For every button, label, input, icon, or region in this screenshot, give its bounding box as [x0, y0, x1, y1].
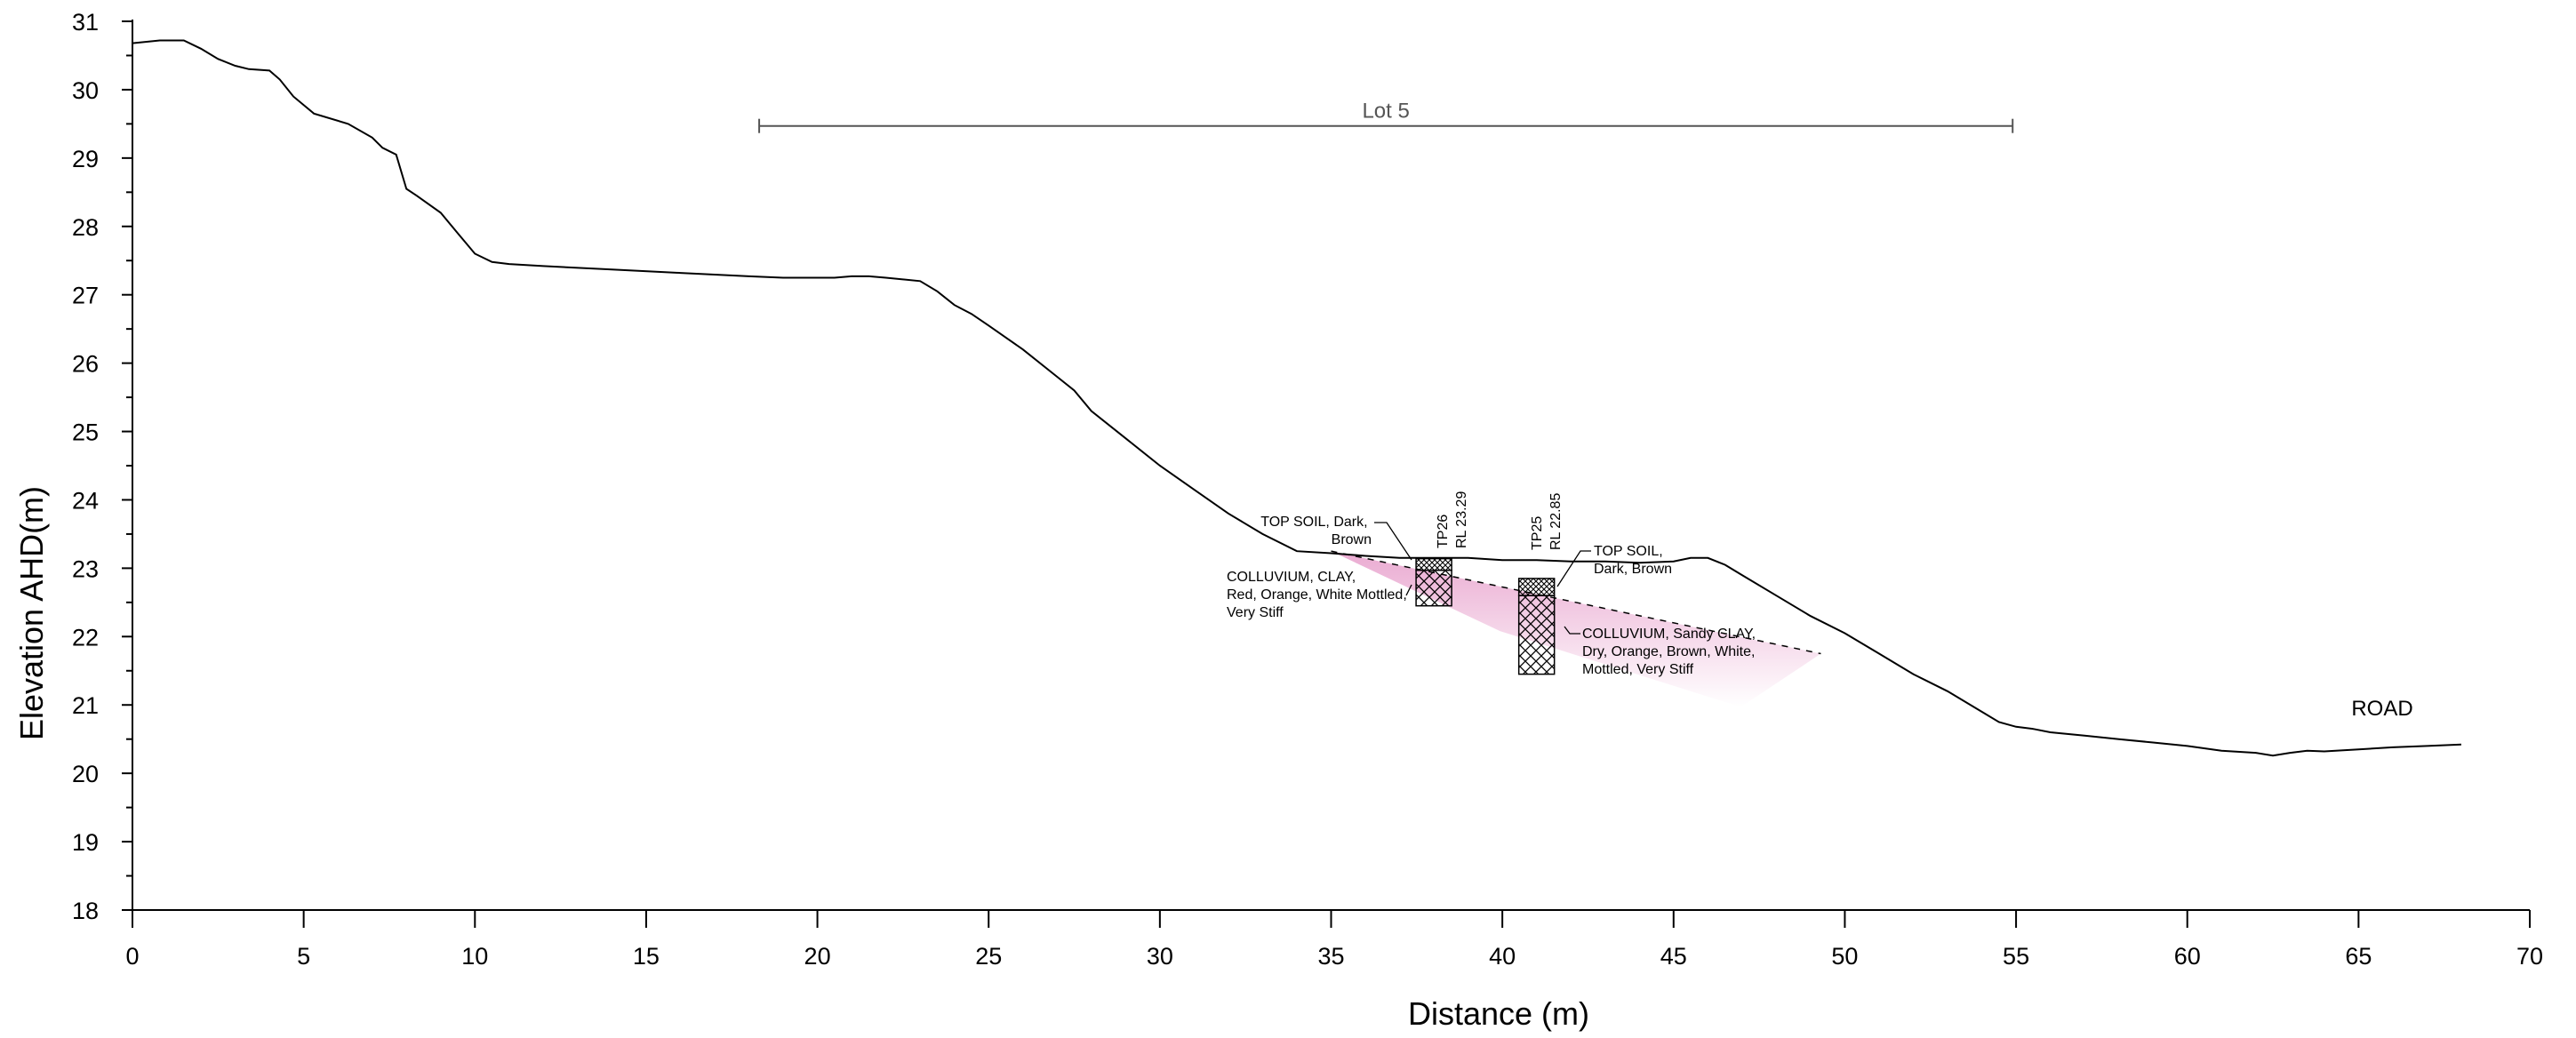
ground-profile-line — [132, 39, 2461, 757]
tp25-colluvium-label: COLLUVIUM, Sandy CLAY, Dry, Orange, Brow… — [1582, 627, 1760, 677]
tp26-id-label: TP26 — [1436, 515, 1451, 548]
colluvium-boundary-line — [1331, 550, 1821, 655]
tp25-rl-label: RL 22.85 — [1548, 493, 1564, 550]
lot-marker: Lot 5 — [758, 100, 2014, 133]
y-tick-label: 28 — [72, 214, 99, 241]
y-tick-label: 27 — [72, 283, 99, 309]
x-tick-label: 10 — [461, 943, 488, 970]
y-tick-label: 30 — [72, 77, 99, 104]
y-tick-label: 19 — [72, 829, 99, 856]
tp26-colluvium-leader — [1405, 584, 1412, 596]
y-axis-title: Elevation AHD(m) — [13, 486, 50, 740]
colluvium-shading — [1331, 551, 1821, 707]
x-tick-label: 35 — [1317, 943, 1344, 970]
y-axis-ticks: 18 19 20 21 22 23 24 25 26 27 28 29 30 31 — [72, 9, 132, 924]
tp25-colluvium-column — [1517, 595, 1556, 675]
y-tick-label: 21 — [72, 692, 99, 719]
tp25-id-label: TP25 — [1530, 516, 1545, 550]
y-tick-label: 22 — [72, 624, 99, 651]
tp26-colluvium-column — [1415, 569, 1452, 607]
x-tick-label: 50 — [1831, 943, 1858, 970]
x-tick-label: 0 — [125, 943, 139, 970]
x-tick-label: 55 — [2003, 943, 2029, 970]
tp26-topsoil-column — [1415, 557, 1452, 571]
tp25-topsoil-label: TOP SOIL, Dark, Brown — [1594, 544, 1672, 577]
y-tick-label: 29 — [72, 146, 99, 172]
tp25-colluvium-leader — [1564, 626, 1580, 635]
x-axis-title: Distance (m) — [1408, 995, 1589, 1032]
test-pit-tp25: TP25 RL 22.85 TOP SOIL, Dark, Brown COLL… — [1517, 493, 1760, 677]
tp26-rl-label: RL 23.29 — [1454, 491, 1469, 548]
y-tick-label: 18 — [72, 898, 99, 924]
tp26-topsoil-label: TOP SOIL, Dark, Brown — [1260, 515, 1372, 547]
tp26-colluvium-label: COLLUVIUM, CLAY, Red, Orange, White Mott… — [1227, 570, 1411, 620]
tp25-topsoil-leader — [1556, 550, 1591, 587]
test-pit-tp26: TP26 RL 23.29 TOP SOIL, Dark, Brown COLL… — [1227, 491, 1469, 620]
x-tick-label: 70 — [2516, 943, 2543, 970]
x-tick-label: 30 — [1147, 943, 1173, 970]
x-tick-label: 60 — [2174, 943, 2201, 970]
x-axis-ticks: 0 5 10 15 20 25 30 35 40 45 50 55 60 65 70 — [125, 910, 2543, 970]
x-tick-label: 5 — [297, 943, 310, 970]
x-tick-label: 65 — [2345, 943, 2372, 970]
x-tick-label: 15 — [633, 943, 660, 970]
y-tick-label: 24 — [72, 487, 99, 514]
lot-label: Lot 5 — [1362, 100, 1409, 124]
x-tick-label: 20 — [804, 943, 831, 970]
y-tick-label: 20 — [72, 761, 99, 787]
tp25-topsoil-column — [1517, 578, 1556, 596]
y-tick-label: 26 — [72, 351, 99, 378]
x-tick-label: 45 — [1660, 943, 1687, 970]
y-tick-label: 31 — [72, 9, 99, 36]
y-tick-label: 23 — [72, 555, 99, 582]
x-tick-label: 40 — [1489, 943, 1516, 970]
tp26-topsoil-leader — [1374, 522, 1412, 561]
x-tick-label: 25 — [975, 943, 1002, 970]
road-label: ROAD — [2351, 697, 2412, 721]
y-tick-label: 25 — [72, 419, 99, 446]
